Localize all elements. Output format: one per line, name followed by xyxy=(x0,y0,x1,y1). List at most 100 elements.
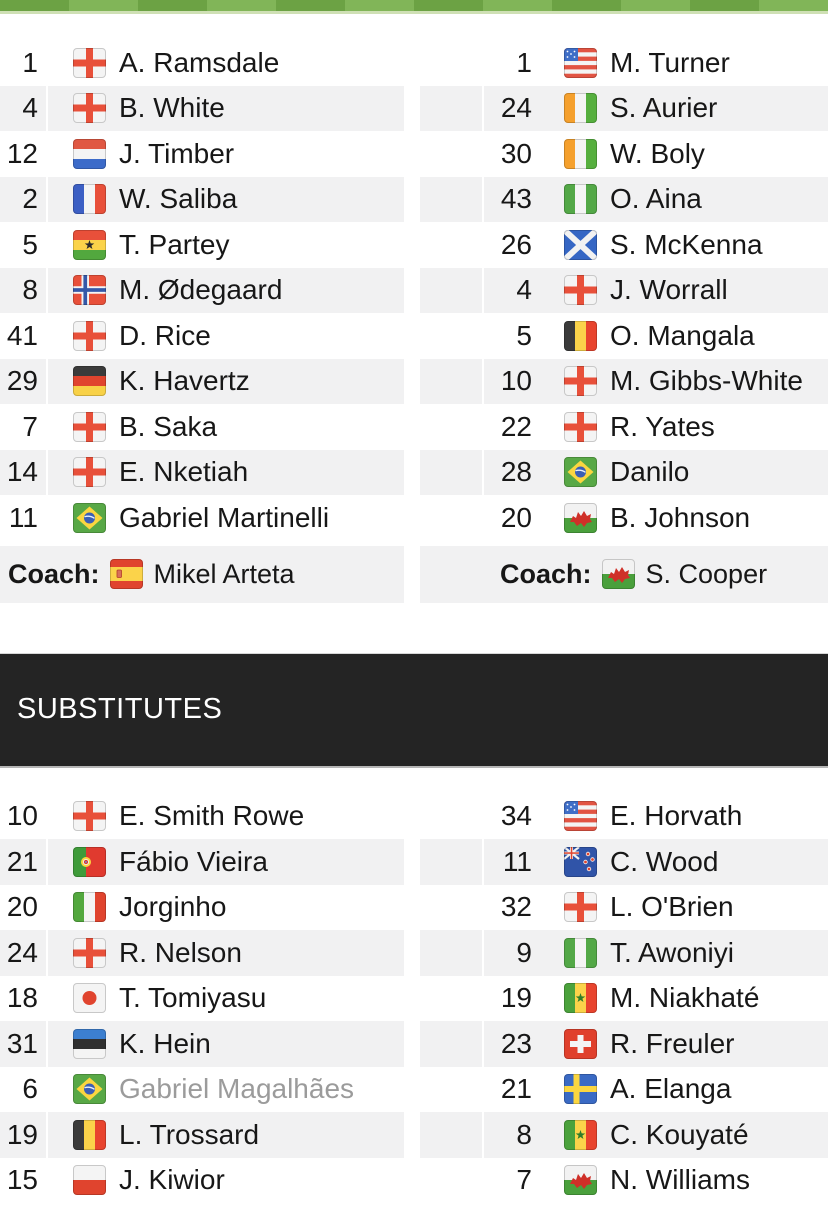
player-number: 24 xyxy=(500,92,532,124)
player-row[interactable]: 41 D. Rice xyxy=(0,313,404,359)
player-row[interactable]: 31 K. Hein xyxy=(0,1021,404,1067)
player-row[interactable]: 7 B. Saka xyxy=(0,404,404,450)
player-row[interactable]: 26 S. McKenna xyxy=(420,222,828,268)
player-name: L. Trossard xyxy=(119,1118,260,1150)
player-row[interactable]: 23 R. Freuler xyxy=(420,1021,828,1067)
player-row[interactable]: 32 L. O'Brien xyxy=(420,884,828,930)
player-number: 7 xyxy=(0,404,48,450)
flag-poland-icon xyxy=(73,1165,106,1196)
row-indent-spacer xyxy=(420,839,484,885)
flag-england-icon xyxy=(73,320,106,351)
player-row[interactable]: 30 W. Boly xyxy=(420,131,828,177)
player-row[interactable]: 19 L. Trossard xyxy=(0,1112,404,1158)
player-number: 14 xyxy=(0,449,48,495)
flag-germany-icon xyxy=(73,366,106,397)
player-number: 9 xyxy=(516,936,532,968)
flag-senegal-icon xyxy=(564,983,597,1014)
flag-england-icon xyxy=(564,892,597,923)
flag-spain-icon xyxy=(109,559,143,589)
player-number: 34 xyxy=(500,800,532,832)
player-row[interactable]: 4 B. White xyxy=(0,85,404,131)
player-row[interactable]: 5 T. Partey xyxy=(0,222,404,268)
home-coach-row[interactable]: Coach: Mikel Arteta xyxy=(0,545,404,603)
player-row[interactable]: 28 Danilo xyxy=(420,449,828,495)
player-name: R. Yates xyxy=(610,410,715,442)
player-name: K. Hein xyxy=(119,1027,211,1059)
player-row[interactable]: 2 W. Saliba xyxy=(0,176,404,222)
player-name: E. Nketiah xyxy=(119,456,249,488)
player-number: 5 xyxy=(516,319,532,351)
row-indent-spacer xyxy=(420,131,484,177)
row-indent-spacer xyxy=(420,793,484,839)
player-number: 19 xyxy=(0,1112,48,1158)
player-row[interactable]: 14 E. Nketiah xyxy=(0,449,404,495)
flag-new-zealand-icon xyxy=(564,846,597,877)
row-indent-spacer xyxy=(420,1021,484,1067)
flag-usa-icon xyxy=(564,801,597,832)
player-row[interactable]: 24 R. Nelson xyxy=(0,930,404,976)
player-number: 26 xyxy=(500,228,532,260)
row-indent-spacer xyxy=(420,1157,484,1203)
player-name: O. Aina xyxy=(610,183,702,215)
away-coach-row[interactable]: Coach: S. Cooper xyxy=(420,545,828,603)
flag-england-icon xyxy=(73,47,106,78)
starting-lineups: 1 A. Ramsdale 4 B. White 12 J. Timber 2 W. Sali… xyxy=(0,40,828,603)
coaches-row: Coach: Mikel Arteta Coach: S. Cooper xyxy=(0,545,828,603)
player-row[interactable]: 21 A. Elanga xyxy=(420,1066,828,1112)
player-row[interactable]: 6 Gabriel Magalhães xyxy=(0,1066,404,1112)
player-row[interactable]: 11 C. Wood xyxy=(420,839,828,885)
player-row[interactable]: 1 A. Ramsdale xyxy=(0,40,404,86)
player-number: 1 xyxy=(0,40,48,86)
player-row[interactable]: 7 N. Williams xyxy=(420,1157,828,1203)
player-row[interactable]: 18 T. Tomiyasu xyxy=(0,975,404,1021)
pitch-stripe-underline xyxy=(0,11,828,14)
player-row[interactable]: 9 T. Awoniyi xyxy=(420,930,828,976)
player-row[interactable]: 8 M. Ødegaard xyxy=(0,267,404,313)
flag-england-icon xyxy=(564,275,597,306)
player-number: 15 xyxy=(0,1157,48,1203)
flag-brazil-icon xyxy=(564,457,597,488)
player-row[interactable]: 21 Fábio Vieira xyxy=(0,839,404,885)
player-number: 21 xyxy=(0,839,48,885)
player-row[interactable]: 29 K. Havertz xyxy=(0,358,404,404)
player-row[interactable]: 15 J. Kiwior xyxy=(0,1157,404,1203)
player-row[interactable]: 34 E. Horvath xyxy=(420,793,828,839)
player-row[interactable]: 11 Gabriel Martinelli xyxy=(0,495,404,541)
player-name: Danilo xyxy=(610,456,690,488)
player-name: Gabriel Magalhães xyxy=(119,1073,355,1105)
player-row[interactable]: 10 E. Smith Rowe xyxy=(0,793,404,839)
away-coach-name: S. Cooper xyxy=(645,558,768,589)
player-row[interactable]: 5 O. Mangala xyxy=(420,313,828,359)
player-name: J. Kiwior xyxy=(119,1164,225,1196)
substitutes-header: SUBSTITUTES xyxy=(0,652,828,768)
flag-england-icon xyxy=(73,937,106,968)
player-name: N. Williams xyxy=(610,1164,750,1196)
player-row[interactable]: 24 S. Aurier xyxy=(420,85,828,131)
flag-brazil-icon xyxy=(73,502,106,533)
flag-nigeria-icon xyxy=(564,937,597,968)
row-indent-spacer xyxy=(420,358,484,404)
player-number: 7 xyxy=(516,1164,532,1196)
player-row[interactable]: 20 B. Johnson xyxy=(420,495,828,541)
player-row[interactable]: 43 O. Aina xyxy=(420,176,828,222)
player-row[interactable]: 10 M. Gibbs-White xyxy=(420,358,828,404)
player-number: 32 xyxy=(500,891,532,923)
home-subs-column: 10 E. Smith Rowe 21 Fábio Vieira 20 Jorginho 2… xyxy=(0,793,404,1203)
player-row[interactable]: 19 M. Niakhaté xyxy=(420,975,828,1021)
player-number: 28 xyxy=(500,456,532,488)
player-number: 4 xyxy=(0,85,48,131)
player-row[interactable]: 22 R. Yates xyxy=(420,404,828,450)
player-row[interactable]: 4 J. Worrall xyxy=(420,267,828,313)
flag-japan-icon xyxy=(73,983,106,1014)
player-row[interactable]: 12 J. Timber xyxy=(0,131,404,177)
player-row[interactable]: 1 M. Turner xyxy=(420,40,828,86)
player-number: 8 xyxy=(516,1118,532,1150)
flag-scotland-icon xyxy=(564,229,597,260)
player-name: Jorginho xyxy=(119,891,227,923)
player-name: D. Rice xyxy=(119,319,211,351)
player-row[interactable]: 20 Jorginho xyxy=(0,884,404,930)
player-name: Fábio Vieira xyxy=(119,845,268,877)
player-row[interactable]: 8 C. Kouyaté xyxy=(420,1112,828,1158)
flag-belgium-icon xyxy=(73,1119,106,1150)
player-number: 22 xyxy=(500,410,532,442)
